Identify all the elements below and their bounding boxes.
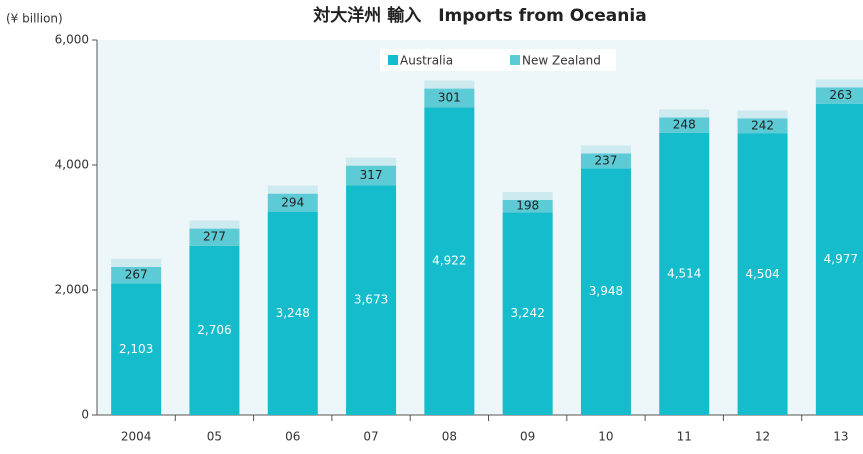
bar-segment [502,200,553,213]
data-label: 2,706 [197,323,231,337]
legend [380,49,616,71]
data-label: 198 [516,199,539,213]
y-tick-label: 2,000 [55,283,89,297]
data-label: 4,922 [432,254,466,268]
x-tick-label: 10 [598,430,613,444]
bar-segment [659,132,710,415]
y-axis-label: (¥ billion) [6,12,63,26]
x-tick-label: 11 [677,430,692,444]
data-label: 237 [594,153,617,167]
bar-highlight [737,110,788,119]
data-label: 2,103 [119,342,153,356]
bar-segment [815,103,863,415]
bar-segment [424,88,475,108]
chart-title: 対大洋州 輸入 Imports from Oceania [312,5,646,26]
data-label: 4,504 [745,267,779,281]
bar-highlight [424,80,475,89]
bar-segment [189,228,240,246]
bar-segment [502,212,553,415]
bar-segment [659,117,710,133]
data-label: 301 [438,90,461,104]
data-label: 3,673 [354,293,388,307]
data-label: 263 [829,88,852,102]
bar-highlight [502,192,553,200]
bar-highlight [346,157,397,166]
bar-highlight [815,79,863,88]
data-label: 294 [281,195,304,209]
bar-highlight [659,109,710,118]
data-label: 317 [360,168,383,182]
bar-highlight [111,258,162,267]
bar-segment [267,212,318,415]
data-label: 277 [203,230,226,244]
data-label: 242 [751,118,774,132]
bar-segment [580,153,631,169]
data-label: 3,948 [589,284,623,298]
legend-swatch [510,55,520,65]
legend-swatch [388,55,398,65]
bar-segment [737,133,788,415]
bar-segment [111,283,162,415]
data-label: 3,242 [510,306,544,320]
data-label: 248 [673,118,696,132]
data-label: 267 [125,268,148,282]
x-tick-label: 2004 [121,430,152,444]
data-label: 3,248 [276,306,310,320]
bar-segment [267,193,318,212]
bar-segment [815,87,863,104]
legend-label: Australia [400,54,453,68]
y-tick-label: 6,000 [55,33,89,47]
bar-segment [737,118,788,134]
bar-segment [189,245,240,415]
x-tick-label: 09 [520,430,535,444]
bar-segment [580,168,631,415]
bar-highlight [580,145,631,154]
bar-segment [111,266,162,284]
data-label: 4,514 [667,266,701,280]
x-tick-label: 07 [363,430,378,444]
data-label: 4,977 [824,252,858,266]
x-tick-label: 13 [833,430,848,444]
x-tick-label: 06 [285,430,300,444]
bar-highlight [189,220,240,229]
x-tick-label: 08 [442,430,457,444]
y-tick-label: 4,000 [55,158,89,172]
legend-label: New Zealand [522,54,601,68]
bar-highlight [267,185,318,194]
bar-segment [424,107,475,415]
y-tick-label: 0 [81,408,89,422]
x-tick-label: 05 [207,430,222,444]
bar-segment [346,165,397,186]
x-tick-label: 12 [755,430,770,444]
bar-segment [346,185,397,415]
